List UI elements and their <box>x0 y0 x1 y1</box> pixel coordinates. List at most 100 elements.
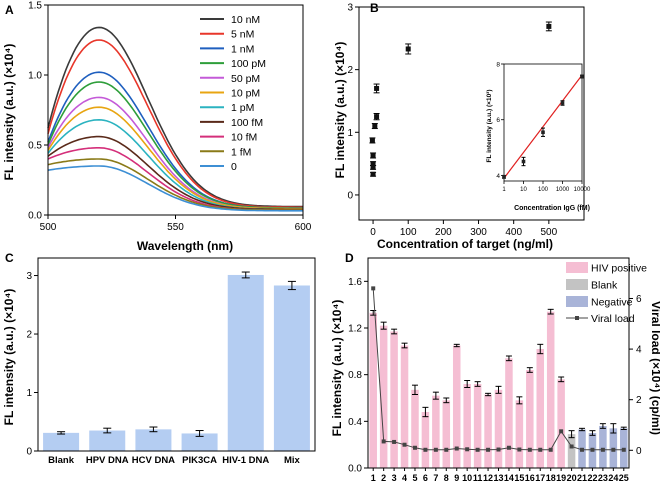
y-tick-label: 0.8 <box>348 370 362 381</box>
legend-label: 5 nM <box>231 29 254 41</box>
y-tick-label: 3 <box>347 3 353 14</box>
bar <box>400 345 409 468</box>
viral-load-point <box>600 447 605 452</box>
viral-load-point <box>433 447 438 452</box>
bar <box>273 285 310 451</box>
legend-label: 1 fM <box>231 146 251 158</box>
legend-label: 50 pM <box>231 73 260 85</box>
data-point <box>369 137 375 143</box>
legend-swatch <box>566 279 588 290</box>
bar <box>526 370 534 468</box>
inset-y-tick-label: 4 <box>496 173 500 180</box>
y-tick-label: 1.6 <box>348 277 362 288</box>
x-category-label: 16 <box>525 473 535 483</box>
x-category-label: 21 <box>577 473 587 483</box>
y-tick-label: 0.4 <box>348 417 362 428</box>
x-category-label: 1 <box>371 473 376 483</box>
y-tick-label: 0 <box>347 190 353 201</box>
x-category-label: 7 <box>433 473 438 483</box>
bar <box>181 433 218 451</box>
bar <box>442 400 451 468</box>
legend-label: 10 pM <box>231 88 260 100</box>
bar <box>599 426 607 468</box>
data-point <box>372 123 378 129</box>
data-point <box>546 23 552 29</box>
bar <box>536 349 545 468</box>
viral-load-point <box>444 447 449 452</box>
legend-label: HIV positive <box>591 263 647 275</box>
x-category-label: 23 <box>598 473 608 483</box>
y2-tick-label: 2 <box>636 395 642 406</box>
bar <box>135 429 172 451</box>
y-tick-label: 0.5 <box>28 141 42 152</box>
y-tick-label: 1.2 <box>348 324 362 335</box>
x-category-label: 2 <box>381 473 386 483</box>
legend-label: 10 nM <box>231 14 260 26</box>
data-point <box>370 171 376 177</box>
x-tick-label: 0 <box>370 227 376 238</box>
panel-b: B 0 100 200 300 400 500 0 1 2 3 1 10 100 1000 10000 4 6… <box>333 1 591 251</box>
x-category-label: 8 <box>444 473 449 483</box>
bar <box>494 389 503 468</box>
panel-c-plot: Blank HPV DNA HCV DNA PIK3CA HIV-1 DNA Mix 0 1 2… <box>26 257 316 466</box>
x-tick-label: 400 <box>505 227 522 238</box>
bar <box>369 312 377 468</box>
inset-x-tick-label: 100 <box>538 187 549 193</box>
x-category-label: 18 <box>546 473 556 483</box>
x-category-label: 14 <box>504 473 514 483</box>
bar <box>411 389 419 468</box>
viral-load-point <box>527 447 532 452</box>
bar <box>463 384 471 468</box>
x-category-label: Mix <box>284 455 301 466</box>
legend-label: 1 pM <box>231 102 254 114</box>
panel-c-ylabel: FL intensity (a.u.) (×10⁴) <box>2 289 16 426</box>
x-category-label: 11 <box>473 473 483 483</box>
panel-b-plot: 0 100 200 300 400 500 0 1 2 3 <box>347 3 585 238</box>
bar <box>546 311 555 468</box>
x-category-label: Blank <box>48 455 75 466</box>
panel-c-frame <box>37 257 316 452</box>
viral-load-point <box>548 447 553 452</box>
bar <box>505 358 513 468</box>
bar <box>484 394 492 468</box>
viral-load-point <box>423 447 428 452</box>
y-tick-label: 1.0 <box>28 71 42 82</box>
x-category-label: HPV DNA <box>86 455 129 466</box>
inset-y-tick-label: 8 <box>496 62 500 69</box>
bar <box>421 412 430 468</box>
bar <box>432 395 440 468</box>
legend-label: Blank <box>591 280 618 292</box>
viral-load-point <box>486 447 491 452</box>
viral-load-point <box>611 447 616 452</box>
viral-load-point <box>538 447 543 452</box>
viral-load-point <box>465 447 470 452</box>
viral-load-point <box>454 446 459 451</box>
y2-tick-label: 6 <box>636 294 642 305</box>
x-category-label: 25 <box>619 473 629 483</box>
panel-b-inset: 1 10 100 1000 10000 4 6 8 <box>496 62 591 194</box>
x-category-label: PIK3CA <box>182 455 217 466</box>
bar <box>473 384 482 468</box>
panel-a-legend: 10 nM 5 nM 1 nM 100 pM 50 pM 10 pM 1 pM 100 fM 1… <box>200 14 266 173</box>
x-tick-label: 100 <box>400 227 417 238</box>
x-category-label: HIV-1 DNA <box>222 455 269 466</box>
inset-xlabel: Concentration IgG (fM) <box>514 205 590 212</box>
y-tick-label: 1 <box>347 128 353 139</box>
x-category-label: HCV DNA <box>132 455 175 466</box>
viral-load-point <box>496 447 501 452</box>
legend-swatch <box>566 296 588 307</box>
x-category-label: 15 <box>514 473 524 483</box>
viral-load-point <box>381 439 386 444</box>
panel-d-ylabel: FL intensity (a.u.) (×10⁴) <box>330 300 344 437</box>
y-tick-label: 3 <box>26 271 32 282</box>
x-tick-label: 300 <box>470 227 487 238</box>
x-category-label: 17 <box>535 473 545 483</box>
x-category-label: 22 <box>587 473 597 483</box>
viral-load-point <box>392 439 397 444</box>
viral-load-point <box>402 442 407 447</box>
viral-load-point <box>475 447 480 452</box>
panel-d-plot: 1 2 3 4 5 6 7 8 9 10 11 12 13 14 15 16 17 18 19 20 21 22 23 24 2… <box>348 257 642 483</box>
inset-data-point <box>580 74 584 79</box>
x-category-label: 6 <box>423 473 428 483</box>
